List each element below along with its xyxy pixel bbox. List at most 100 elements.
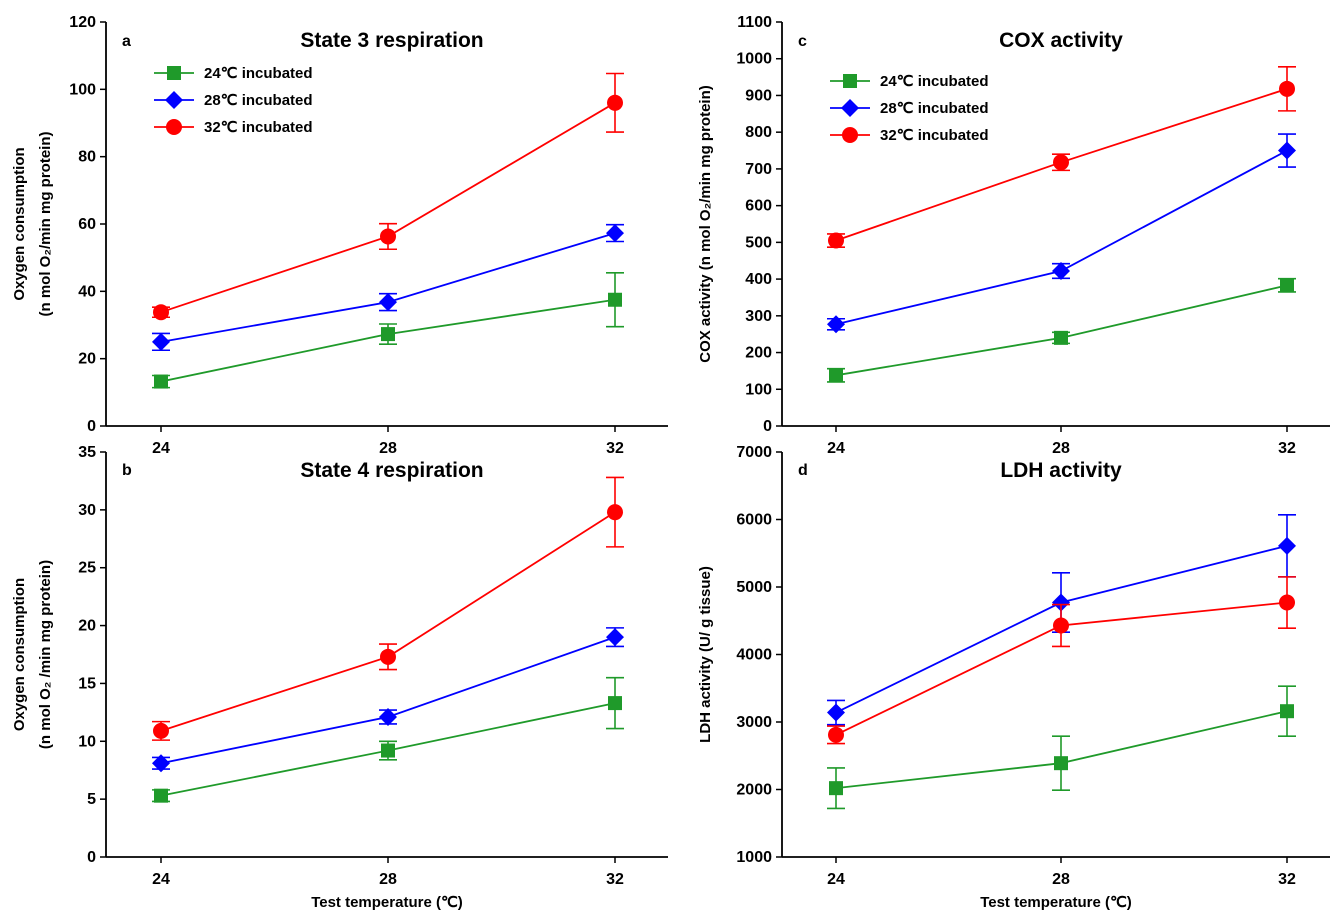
legend-label: 28℃ incubated <box>204 92 313 109</box>
data-point <box>1054 330 1068 345</box>
series-line <box>835 149 1288 326</box>
x-tick-label: 32 <box>1278 440 1296 457</box>
panel-b: 0 5 10 15 20 25 30 35 24 28 32 State 4 respiration b… <box>11 444 668 911</box>
series-diamond <box>827 513 1296 726</box>
y-tick-label: 120 <box>69 14 96 31</box>
panel-letter: c <box>798 33 807 50</box>
legend-marker <box>166 119 182 135</box>
series-square <box>827 685 1296 810</box>
series-circle <box>152 476 624 741</box>
data-point <box>1280 704 1294 719</box>
y-tick-label: 30 <box>78 502 96 519</box>
y-tick-label: 4000 <box>736 647 772 664</box>
data-point <box>1278 141 1296 160</box>
legend-label: 24℃ incubated <box>880 73 989 90</box>
data-point <box>827 315 845 334</box>
panel-letter: a <box>122 33 131 50</box>
y-tick-label: 20 <box>78 618 96 635</box>
y-tick-label: 700 <box>745 161 772 178</box>
data-point <box>607 504 623 521</box>
series-diamond <box>827 133 1296 334</box>
series-square <box>827 277 1296 383</box>
y-tick-label: 7000 <box>736 444 772 461</box>
y-tick-label: 40 <box>78 283 96 300</box>
legend-marker <box>165 91 183 109</box>
data-point <box>1279 594 1295 611</box>
data-point <box>829 781 843 796</box>
x-tick-label: 32 <box>606 871 624 888</box>
y-tick-label: 600 <box>745 198 772 215</box>
y-axis-label-units: (n mol O₂/min mg protein) <box>37 132 54 317</box>
data-point <box>154 374 168 389</box>
y-tick-label: 100 <box>745 381 772 398</box>
chart-title: COX activity <box>999 29 1123 52</box>
data-point <box>380 228 396 245</box>
y-tick-label: 20 <box>78 351 96 368</box>
x-tick-label: 32 <box>606 440 624 457</box>
y-tick-label: 5000 <box>736 579 772 596</box>
y-axis-label: Oxygen consumption <box>11 147 28 300</box>
legend-marker <box>842 127 858 143</box>
data-point <box>1053 617 1069 634</box>
y-tick-label: 1000 <box>736 849 772 866</box>
legend: 24℃ incubated 28℃ incubated 32℃ incubated <box>154 65 313 136</box>
data-point <box>1280 278 1294 293</box>
y-tick-label: 500 <box>745 234 772 251</box>
panel-d: 1000 2000 3000 4000 5000 6000 7000 24 28 32 LDH ac… <box>697 444 1330 911</box>
x-tick-label: 28 <box>379 871 397 888</box>
panel-c: 0 100 200 300 400 500 600 700 800 900 1000 1100 24 28… <box>697 14 1330 457</box>
data-point <box>1052 593 1070 612</box>
x-tick-label: 24 <box>827 871 845 888</box>
panel-a: 0 20 40 60 80 100 120 24 28 32 State 3 respiration… <box>11 14 668 457</box>
data-point <box>381 743 395 758</box>
legend-label: 28℃ incubated <box>880 100 989 117</box>
y-axis-label: COX activity (n mol O₂/min mg protein) <box>697 85 714 363</box>
chart-title: State 4 respiration <box>300 459 483 482</box>
legend-label: 32℃ incubated <box>880 127 989 144</box>
y-tick-label: 0 <box>87 849 96 866</box>
x-tick-label: 32 <box>1278 871 1296 888</box>
y-tick-label: 300 <box>745 308 772 325</box>
series-circle <box>827 66 1296 249</box>
series-circle <box>152 72 624 321</box>
data-point <box>827 703 845 722</box>
data-point <box>152 332 170 351</box>
legend-label: 24℃ incubated <box>204 65 313 82</box>
data-point <box>607 94 623 111</box>
x-tick-label: 24 <box>827 440 845 457</box>
y-tick-label: 60 <box>78 216 96 233</box>
y-axis-label: LDH activity (U/ g tissue) <box>697 566 714 743</box>
y-tick-label: 900 <box>745 87 772 104</box>
legend-marker <box>843 74 857 88</box>
y-tick-label: 80 <box>78 149 96 166</box>
y-tick-label: 0 <box>763 418 772 435</box>
legend-marker <box>167 66 181 80</box>
data-point <box>153 722 169 739</box>
data-point <box>153 304 169 321</box>
x-tick-label: 28 <box>379 440 397 457</box>
data-point <box>1054 756 1068 771</box>
series-line <box>835 284 1288 377</box>
x-axis-label: Test temperature (℃) <box>311 894 463 911</box>
data-point <box>1053 154 1069 171</box>
data-point <box>381 327 395 342</box>
y-tick-label: 10 <box>78 733 96 750</box>
data-point <box>828 726 844 743</box>
y-tick-label: 200 <box>745 345 772 362</box>
data-point <box>154 788 168 803</box>
data-point <box>379 707 397 726</box>
y-tick-label: 35 <box>78 444 96 461</box>
y-tick-label: 100 <box>69 81 96 98</box>
y-tick-label: 0 <box>87 418 96 435</box>
data-point <box>1278 536 1296 555</box>
x-tick-label: 24 <box>152 871 170 888</box>
y-tick-label: 15 <box>78 675 96 692</box>
series-circle <box>827 576 1296 745</box>
chart-title: LDH activity <box>1000 459 1122 482</box>
y-axis-label: Oxygen consumption <box>11 578 28 731</box>
series-square <box>152 272 624 389</box>
y-tick-label: 400 <box>745 271 772 288</box>
chart-title: State 3 respiration <box>300 29 483 52</box>
y-tick-label: 1000 <box>736 51 772 68</box>
